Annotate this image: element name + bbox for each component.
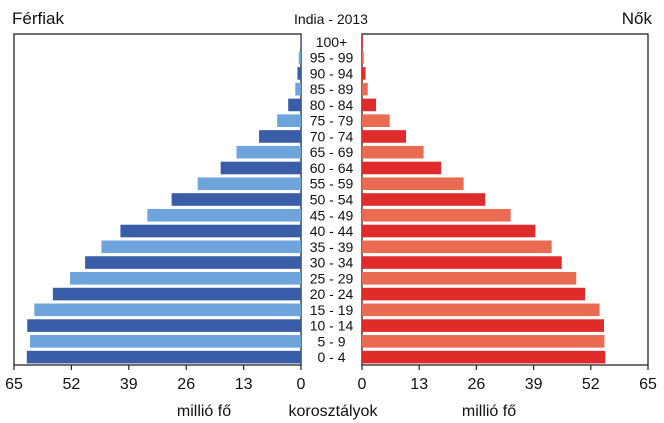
- male-bar: [295, 82, 301, 96]
- left-x-tick-label: 52: [63, 376, 81, 393]
- female-bar: [362, 335, 605, 348]
- age-group-label: 95 - 99: [310, 50, 354, 66]
- age-group-label: 100+: [316, 34, 348, 50]
- female-bar: [362, 208, 511, 222]
- age-group-label: 25 - 29: [310, 270, 354, 286]
- age-group-label: 55 - 59: [310, 176, 354, 192]
- right-x-tick-label: 65: [639, 376, 657, 393]
- left-x-tick-label: 39: [120, 376, 138, 393]
- female-bar: [362, 193, 486, 206]
- male-bar: [220, 161, 301, 175]
- right-side-label: Nők: [622, 9, 653, 28]
- age-group-label: 90 - 94: [310, 65, 354, 81]
- age-group-label: 40 - 44: [310, 223, 354, 239]
- female-bar: [362, 287, 586, 301]
- right-x-tick-label: 26: [468, 376, 486, 393]
- female-bar: [362, 82, 368, 96]
- female-bar: [362, 319, 604, 332]
- left-side-label: Férfiak: [12, 9, 64, 28]
- age-group-label: 60 - 64: [310, 160, 354, 176]
- male-bar: [259, 130, 301, 143]
- female-bar: [362, 114, 390, 127]
- male-bar: [277, 114, 301, 127]
- male-bar: [120, 224, 301, 238]
- female-bar: [362, 67, 366, 80]
- male-bar: [29, 335, 301, 348]
- chart-axes: 65 52 39 26 13 0 0 13 26 39 52 65: [5, 365, 657, 393]
- left-x-tick-label: 65: [5, 376, 23, 393]
- female-bar: [362, 272, 577, 285]
- age-group-label: 5 - 9: [317, 333, 345, 349]
- female-bar: [362, 161, 442, 175]
- male-bar: [85, 256, 301, 269]
- left-x-tick-label: 0: [297, 376, 306, 393]
- male-bar: [197, 177, 301, 191]
- age-group-label: 80 - 84: [310, 97, 354, 113]
- age-group-label: 30 - 34: [310, 255, 354, 271]
- female-bar: [362, 177, 464, 191]
- center-axis-label: korosztályok: [289, 403, 379, 420]
- left-unit-label: millió fő: [177, 403, 231, 420]
- female-bar: [362, 224, 536, 238]
- age-group-label: 0 - 4: [317, 349, 345, 365]
- chart-bars: [26, 35, 606, 364]
- male-bar: [236, 145, 301, 159]
- age-group-label: 20 - 24: [310, 286, 354, 302]
- age-group-label: 70 - 74: [310, 128, 354, 144]
- female-bar: [362, 303, 600, 317]
- right-x-tick-label: 52: [582, 376, 600, 393]
- age-group-label: 35 - 39: [310, 239, 354, 255]
- chart-title: India - 2013: [294, 11, 368, 27]
- male-bar: [70, 272, 302, 285]
- right-x-tick-label: 13: [410, 376, 428, 393]
- age-group-label: 85 - 89: [310, 81, 354, 97]
- male-bar: [101, 240, 301, 254]
- female-bar: [362, 240, 552, 254]
- age-group-label: 75 - 79: [310, 113, 354, 129]
- age-group-label: 15 - 19: [310, 302, 354, 318]
- right-x-tick-label: 39: [525, 376, 543, 393]
- male-bar: [34, 303, 302, 317]
- male-bar: [171, 193, 301, 206]
- left-x-tick-label: 13: [235, 376, 253, 393]
- female-bar: [362, 98, 377, 112]
- female-bar: [362, 350, 606, 364]
- female-bar: [362, 256, 562, 269]
- right-unit-label: millió fő: [462, 403, 516, 420]
- left-x-tick-label: 26: [177, 376, 195, 393]
- male-bar: [288, 98, 301, 112]
- right-x-tick-label: 0: [358, 376, 367, 393]
- age-group-label: 50 - 54: [310, 192, 354, 208]
- female-bar: [362, 35, 363, 49]
- male-bar: [297, 67, 301, 80]
- age-group-label: 45 - 49: [310, 207, 354, 223]
- female-bar: [362, 130, 406, 143]
- female-bar: [362, 51, 364, 64]
- age-group-label: 10 - 14: [310, 318, 354, 334]
- male-bar: [27, 319, 301, 332]
- male-bar: [26, 350, 301, 364]
- female-bar: [362, 145, 424, 159]
- age-group-label: 65 - 69: [310, 144, 354, 160]
- male-bar: [298, 51, 301, 64]
- male-bar: [147, 208, 301, 222]
- male-bar: [52, 287, 302, 301]
